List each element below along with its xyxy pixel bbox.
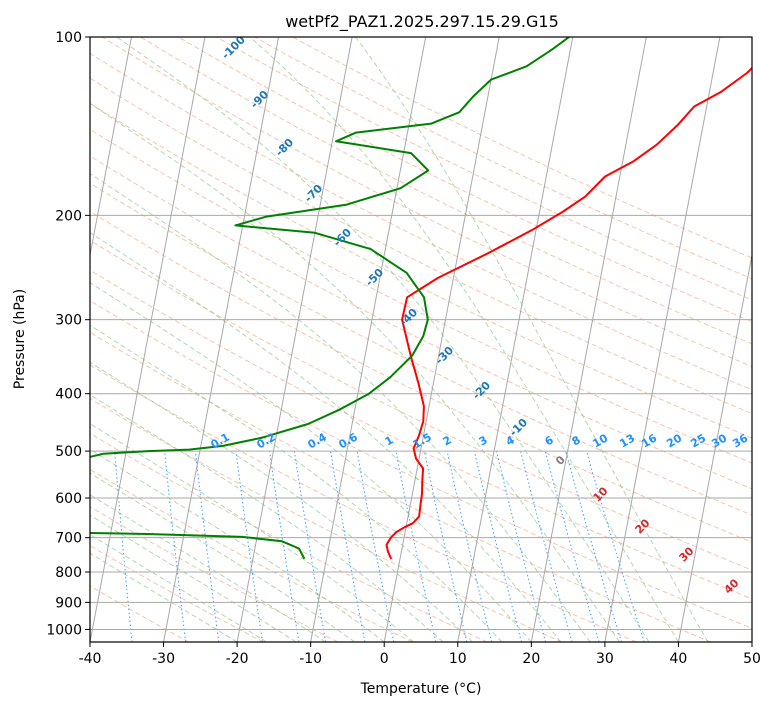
y-tick-label: 100 xyxy=(55,30,82,46)
x-axis-label: Temperature (°C) xyxy=(360,681,482,697)
y-tick-label: 1000 xyxy=(46,622,82,638)
moist-adiabat-line xyxy=(90,552,238,642)
x-tick-label: -30 xyxy=(152,651,175,667)
isotherm-line xyxy=(677,252,752,642)
mixing-ratio-line xyxy=(164,451,187,642)
dry-adiabat-line xyxy=(90,331,711,642)
plot-frame xyxy=(89,36,753,643)
sounding-series xyxy=(90,37,752,560)
moist-adiabat-line xyxy=(90,361,473,642)
dry-adiabat-line xyxy=(90,269,752,600)
chart-title: wetPf2_PAZ1.2025.297.15.29.G15 xyxy=(285,12,559,32)
x-tick-label: 20 xyxy=(522,651,540,667)
x-tick-label: -10 xyxy=(299,651,322,667)
dry-adiabat-line xyxy=(90,506,339,642)
y-tick-label: 700 xyxy=(55,531,82,547)
moist-adiabat-line xyxy=(90,472,356,642)
isotherm-line xyxy=(310,37,427,642)
dry-adiabat-line xyxy=(90,432,488,642)
x-tick-label: -20 xyxy=(226,651,249,667)
dry-adiabat-line xyxy=(90,102,752,439)
y-tick-label: 800 xyxy=(55,565,82,581)
dry-adiabat-line xyxy=(90,155,752,490)
y-axis-label: Pressure (hPa) xyxy=(12,289,28,389)
x-tick-label: 10 xyxy=(449,651,467,667)
x-tick-label: 50 xyxy=(743,651,761,667)
x-tick-label: -40 xyxy=(79,651,102,667)
moist-adiabat-line xyxy=(355,37,709,642)
moist-adiabat-line xyxy=(90,324,503,642)
mixing-ratio-line xyxy=(473,450,522,642)
y-tick-label: 500 xyxy=(55,444,82,460)
isotherm-line xyxy=(530,37,647,642)
mixing-ratio-line xyxy=(495,450,547,642)
isotherm-line xyxy=(604,37,721,642)
axis-ticks: -40 -30 -20 -10 0 10 20 30 40 50 100 200 300 400 500 60… xyxy=(46,30,761,667)
y-tick-label: 300 xyxy=(55,313,82,329)
y-tick-label: 900 xyxy=(55,595,82,611)
isotherm-line xyxy=(751,639,752,642)
dry-adiabat-line xyxy=(216,37,752,301)
y-tick-label: 600 xyxy=(55,491,82,507)
mixing-ratio-line xyxy=(235,451,263,642)
moist-adiabat-line xyxy=(90,173,591,642)
x-tick-label: 40 xyxy=(670,651,688,667)
isotherm-line xyxy=(90,37,206,642)
x-tick-label: 30 xyxy=(596,651,614,667)
dry-adiabat-line xyxy=(90,77,752,415)
isotherm-line xyxy=(457,37,574,642)
dry-adiabat-line xyxy=(90,364,637,642)
moist-adiabat-line xyxy=(90,102,621,642)
moist-adiabat-line xyxy=(90,423,414,642)
y-tick-label: 400 xyxy=(55,387,82,403)
isotherm-line xyxy=(90,37,132,258)
x-tick-label: 0 xyxy=(380,651,389,667)
moist-adiabat-line xyxy=(90,394,444,642)
dry-adiabat-line xyxy=(90,300,752,629)
mixing-ratio-line xyxy=(423,451,468,642)
dewpoint-line xyxy=(90,37,570,560)
mixing-ratio-line xyxy=(395,451,437,642)
moist-adiabat-line xyxy=(249,37,679,642)
mixing-ratio-line xyxy=(586,450,645,642)
moist-adiabat-line xyxy=(90,232,562,642)
mixing-ratio-line xyxy=(269,451,300,642)
isotherm-line xyxy=(383,37,500,642)
mixing-ratio-line xyxy=(544,450,600,642)
moist-adiabat-line xyxy=(90,534,267,642)
temperature-line xyxy=(385,66,752,560)
isotherm-line xyxy=(0,37,58,642)
dry-adiabat-line xyxy=(90,182,752,516)
moist-adiabat-line xyxy=(90,281,532,642)
moist-adiabat-line xyxy=(90,494,326,642)
isotherm-line xyxy=(163,37,280,642)
dry-adiabat-line xyxy=(90,128,752,464)
mixing-ratio-line xyxy=(565,450,623,642)
mixing-ratio-line xyxy=(194,451,220,642)
dry-adiabat-line xyxy=(90,397,562,642)
moist-adiabat-line xyxy=(90,448,385,642)
isotherm-line xyxy=(236,37,353,642)
mixing-ratio-line xyxy=(520,450,573,642)
y-tick-label: 200 xyxy=(55,208,82,224)
dry-adiabat-line xyxy=(90,545,264,642)
moist-adiabat-line xyxy=(116,37,650,642)
